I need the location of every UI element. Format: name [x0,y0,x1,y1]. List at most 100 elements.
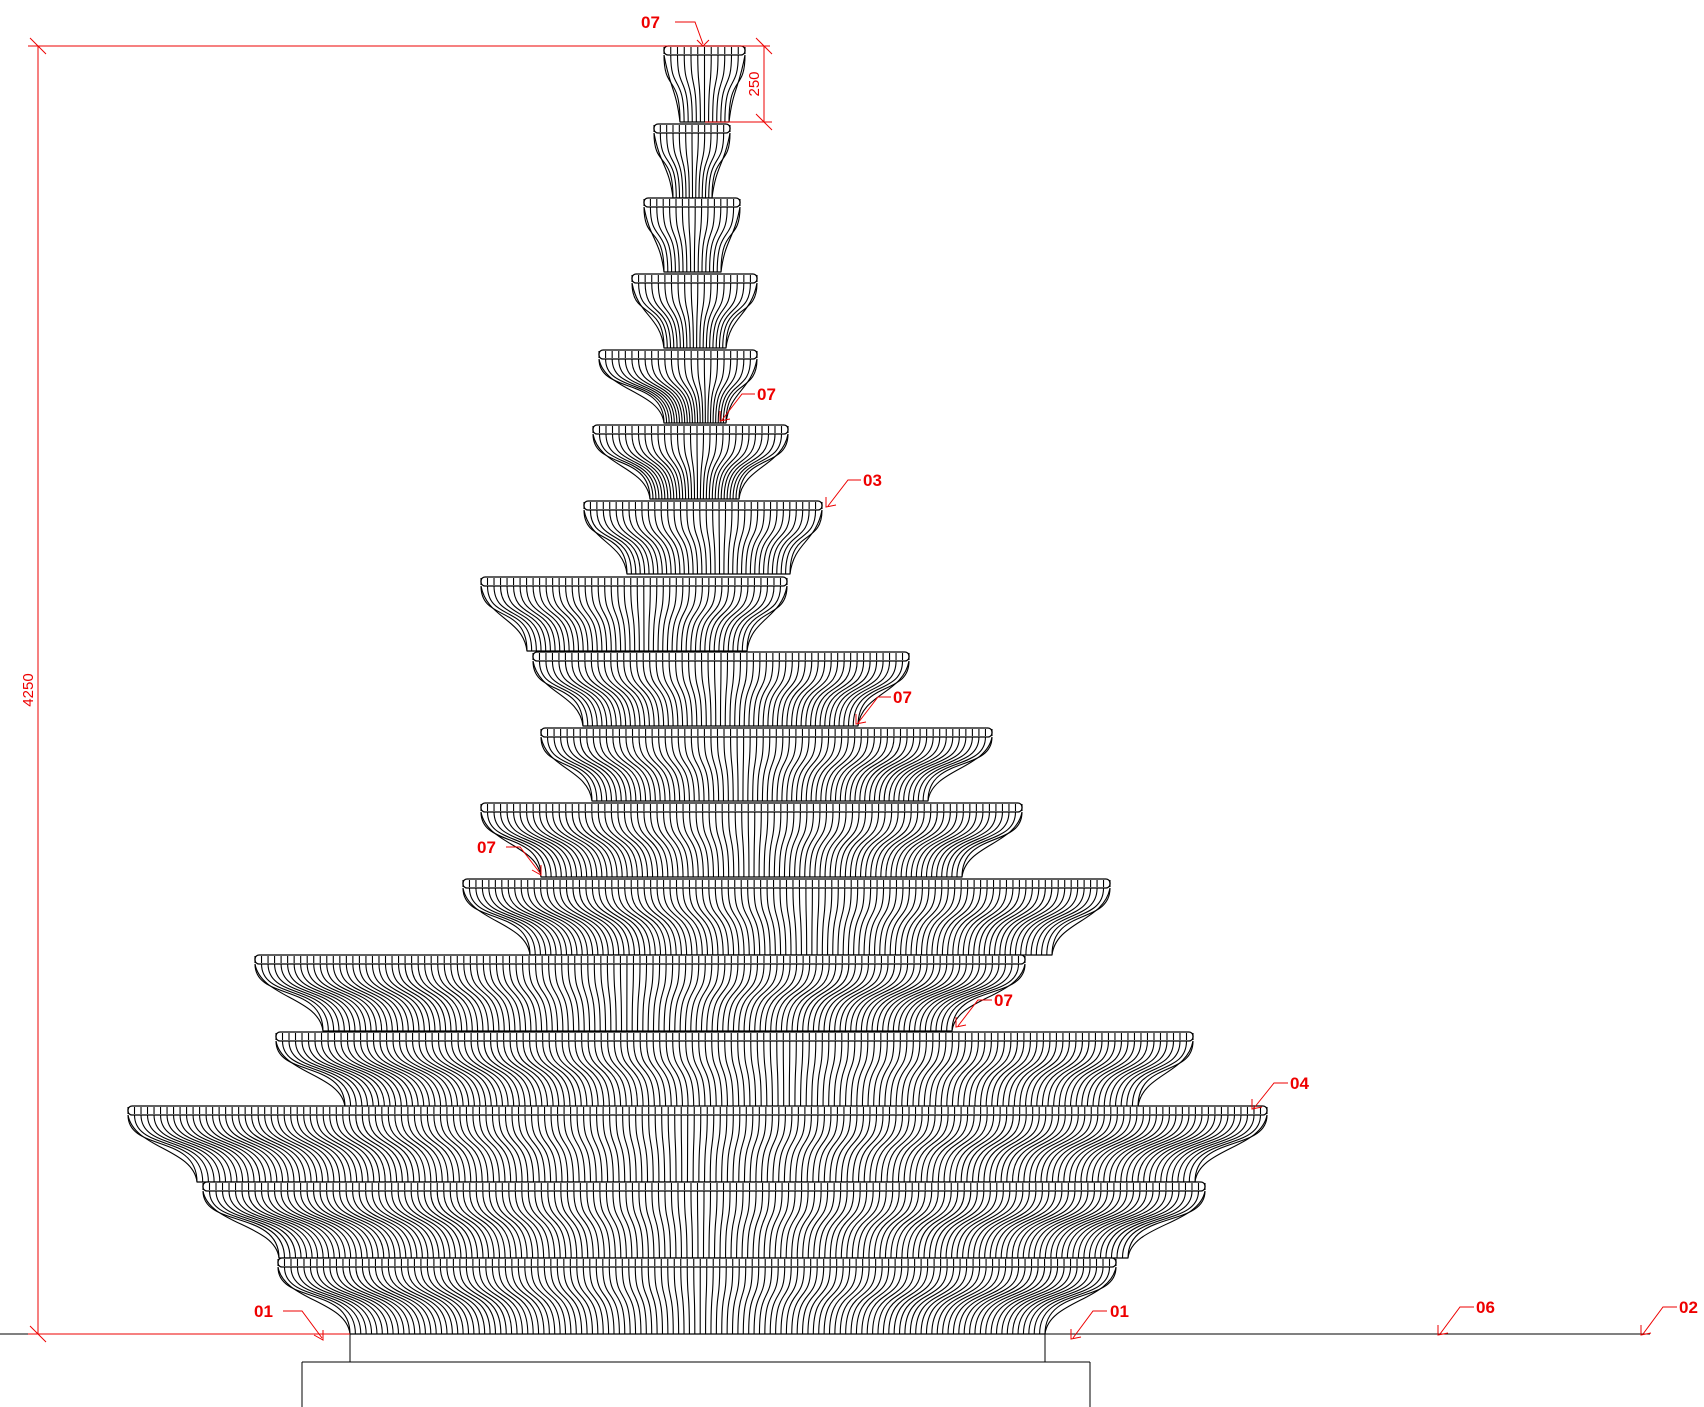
tier-rib [638,1190,649,1259]
tower-tier [480,802,1023,878]
tier-rib [1120,1114,1183,1183]
tier-rib [850,1266,883,1335]
tier-rib [451,1040,498,1108]
tier-rib [829,660,871,727]
tier-rib [378,963,425,1032]
tower-tier [643,197,741,273]
tier-rib [689,433,696,500]
tier-rib [875,811,912,878]
tier-rib [459,1114,489,1183]
tier-rib [761,1114,773,1183]
tier-rib [592,736,632,802]
tier-rib [949,1114,988,1183]
tier-rib [485,1266,523,1335]
tier-rib [516,1040,554,1108]
tier-rib [1030,887,1085,956]
tier-rib [637,887,672,956]
tower-tier [598,349,758,424]
tier-rib [816,1040,823,1108]
tier-rib [327,1040,391,1108]
tower-tier [540,727,993,802]
tier-rib [738,1114,747,1183]
tier-rib [602,1266,620,1335]
callout-label: 03 [863,471,882,490]
tier-rib [293,963,356,1032]
tier-rib [690,1190,694,1259]
tier-rib [1017,1266,1085,1335]
tier-outline [631,282,758,349]
tier-rib [1160,1114,1229,1183]
tier-rib [545,811,593,878]
tier-rib [469,1190,506,1259]
tier-rib [960,1114,1001,1183]
tier-rib [326,1190,385,1259]
tier-rib [542,1040,577,1108]
tier-rib [771,736,784,802]
tier-rib [871,963,928,1032]
tier-rib [1165,1114,1236,1183]
tier-rib [791,1190,809,1259]
tier-rib [508,1190,539,1259]
tier-rib [834,1266,864,1335]
callout-label: 01 [1110,1302,1129,1321]
tier-rib [789,509,823,575]
tier-rib [533,887,588,956]
tier-rib [303,1266,373,1335]
tier-rib [550,1266,577,1335]
tier-rib [553,1190,578,1259]
tier-rib [920,1114,956,1183]
tier-rib [650,433,678,500]
tier-rib [714,887,735,956]
tier-rib [884,1040,901,1108]
tier-rib [956,811,1017,878]
tier-rib [671,736,690,802]
tier-rib [920,887,949,956]
tier-rib [875,1114,904,1183]
tier-rib [153,1114,221,1183]
tier-rib [526,585,561,652]
tier-rib [804,811,821,878]
tier-rib [1069,1040,1116,1108]
tier-rib [625,1190,638,1259]
tier-rib [166,1114,232,1183]
tier-rib [713,660,717,727]
tier-rib [301,1040,369,1108]
tier-rib [443,1190,484,1259]
tier-rib [741,1190,751,1259]
tier-rib [829,811,854,878]
tier-rib [604,811,638,878]
tier-rib [545,660,594,727]
tier-rib [618,358,673,424]
tier-rib [517,1114,540,1183]
tier-rib [662,585,671,652]
tier-rib [721,811,730,878]
tier-rib [893,736,947,802]
tier-rib [1137,1114,1203,1183]
tier-rib [736,509,746,575]
tier-rib [605,736,642,802]
tier-rib [1046,887,1105,956]
tier-rib [800,660,832,727]
tier-rib [668,963,680,1032]
tier-rib [605,1190,622,1259]
tier-rib [618,1190,633,1259]
tower-tier [532,651,910,727]
tier-rib [800,736,823,802]
tier-rib [600,963,607,1032]
tier-rib [769,1040,773,1108]
tier-rib [706,963,726,1032]
tier-rib [904,1266,948,1335]
tier-rib [612,1190,627,1259]
tier-rib [261,1190,330,1259]
tier-rib [1063,1114,1118,1183]
tier-rib [776,736,790,802]
tier-rib [618,736,651,802]
tier-rib [775,1266,792,1335]
tier-rib [257,1114,312,1183]
tier-rib [564,660,608,727]
tier-rib [613,1040,639,1108]
tier-rib [480,811,542,878]
tier-rib [723,585,755,652]
tier-rib [988,887,1033,956]
tier-rib [610,811,643,878]
